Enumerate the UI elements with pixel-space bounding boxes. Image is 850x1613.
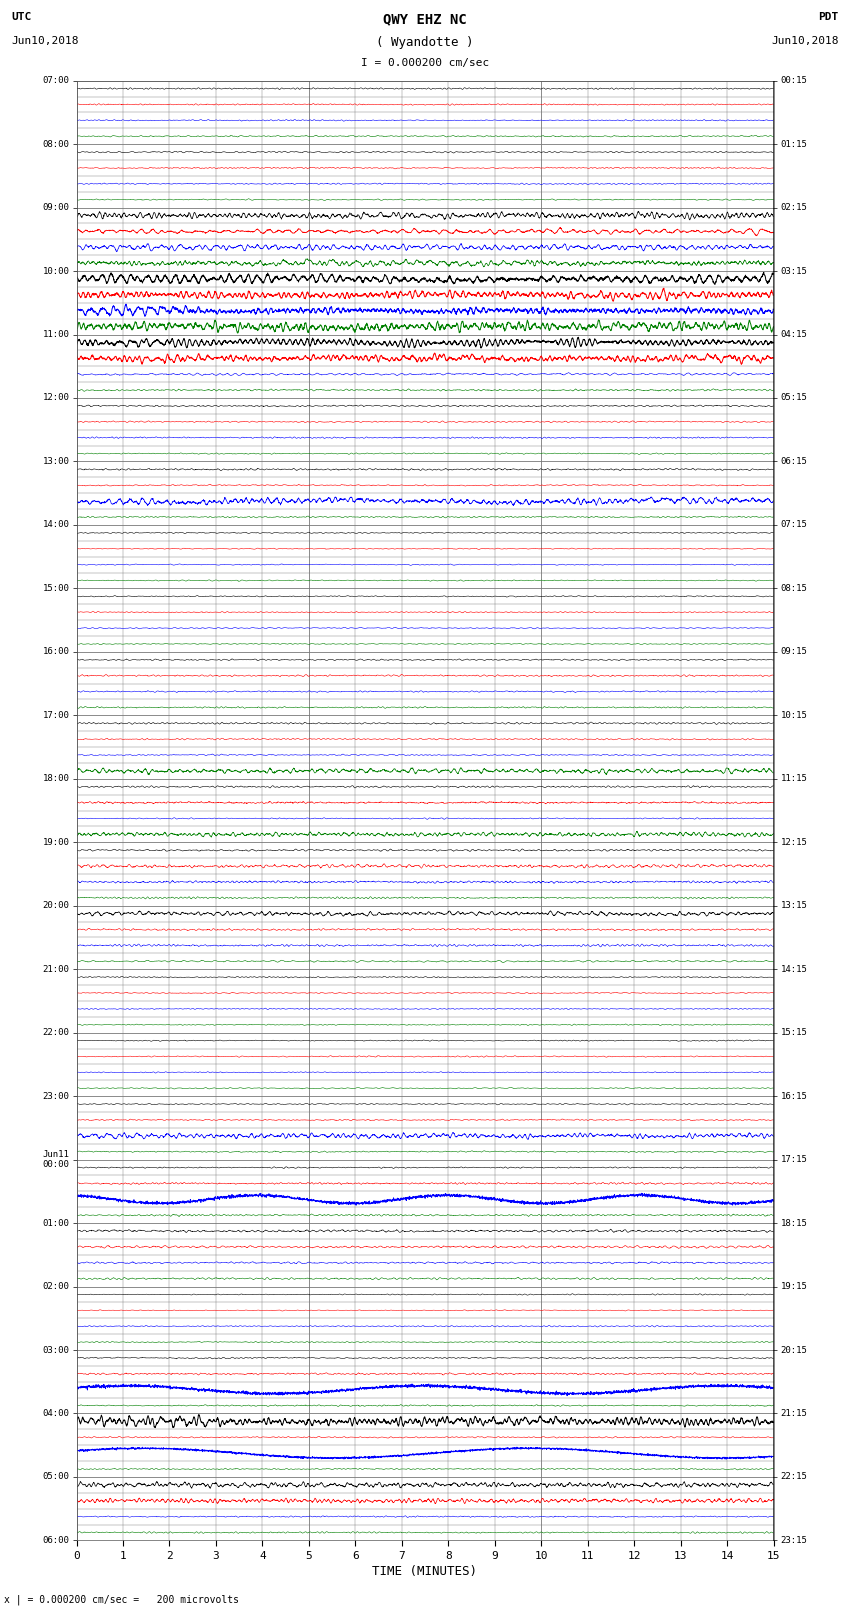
Text: I = 0.000200 cm/sec: I = 0.000200 cm/sec [361,58,489,68]
Text: UTC: UTC [11,11,31,23]
Text: Jun10,2018: Jun10,2018 [771,37,838,47]
X-axis label: TIME (MINUTES): TIME (MINUTES) [372,1565,478,1578]
Text: QWY EHZ NC: QWY EHZ NC [383,11,467,26]
Text: x | = 0.000200 cm/sec =   200 microvolts: x | = 0.000200 cm/sec = 200 microvolts [4,1594,239,1605]
Text: Jun10,2018: Jun10,2018 [11,37,79,47]
Text: ( Wyandotte ): ( Wyandotte ) [377,37,473,50]
Text: PDT: PDT [819,11,838,23]
